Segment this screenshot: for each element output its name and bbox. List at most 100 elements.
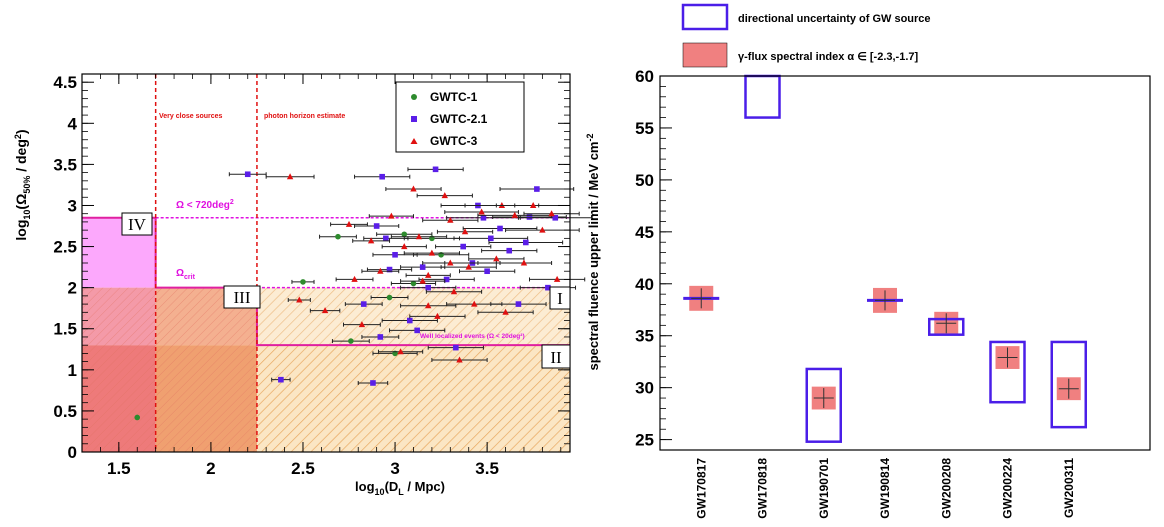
y-tick-label: 2.5: [53, 238, 77, 257]
category-label-gw170817: GW170817: [694, 458, 708, 519]
vline-label-photon-horizon: photon horizon estimate: [264, 113, 345, 120]
region-label-iii: III: [223, 285, 261, 309]
point-gwtc3-3: [330, 220, 368, 227]
y-tick-label: 3.5: [53, 155, 77, 174]
point-gwtc3-24: [444, 208, 519, 215]
event-points: [134, 166, 593, 421]
point-gwtc3-33: [528, 275, 586, 282]
svg-text:IV: IV: [128, 215, 147, 234]
y-tick-label: 4: [68, 114, 78, 133]
point-gwtc3-2: [309, 307, 341, 314]
point-gwtc3-0: [265, 173, 315, 180]
point-gwtc1-1: [291, 279, 315, 285]
right-y-tick-label: 40: [635, 275, 654, 294]
x-tick-label: 1.5: [107, 459, 131, 478]
point-gwtc21-13: [407, 166, 464, 173]
point-gwtc21-27: [499, 186, 575, 192]
event-gw200311: [1050, 340, 1087, 429]
point-gwtc3-7: [361, 267, 400, 274]
point-gwtc3-25: [468, 255, 525, 262]
region-label-i: I: [549, 286, 571, 310]
event-gw170817: [683, 285, 720, 311]
point-gwtc3-23: [446, 300, 503, 307]
sky-localization-chart: 1.5 2 2.5 3 3.5 0 0.5 1 1.5 2 2.5 3 3.5 4 4.5 log10(DL…: [13, 73, 593, 497]
point-gwtc3-22: [440, 263, 497, 270]
y-tick-label: 0.5: [53, 402, 77, 421]
event-gw200224: [989, 340, 1026, 404]
svg-text:III: III: [234, 288, 251, 307]
legend: GWTC-1 GWTC-2.1 GWTC-3: [395, 81, 525, 153]
region-label-iv: IV: [121, 212, 153, 236]
vline-label-close-sources: Very close sources: [159, 113, 223, 120]
x-tick-label: 2.5: [291, 459, 315, 478]
point-gwtc1-2: [319, 233, 357, 240]
point-gwtc21-25: [488, 239, 564, 246]
x-axis-title: log10(DL / Mpc): [355, 479, 445, 497]
point-gwtc1-3: [331, 338, 370, 344]
category-label-gw200224: GW200224: [1001, 458, 1015, 519]
right-y-tick-label: 60: [635, 67, 654, 86]
point-gwtc3-13: [400, 277, 446, 284]
y-tick-label: 3: [68, 196, 77, 215]
direction-box-gw190701: [805, 367, 842, 443]
right-y-tick-label: 45: [635, 223, 654, 242]
point-gwtc3-34: [405, 271, 451, 278]
point-gwtc21-12: [400, 284, 457, 291]
right-y-tick-label: 25: [635, 431, 654, 450]
svg-text:II: II: [550, 348, 562, 367]
y-tick-label: 0: [68, 443, 77, 462]
y-tick-label: 1.5: [53, 320, 77, 339]
point-gwtc3-6: [352, 237, 391, 244]
svg-text:I: I: [557, 289, 563, 308]
point-gwtc21-1: [271, 376, 291, 383]
point-gwtc3-18: [422, 216, 479, 223]
hline-label-omega-crit: Ωcrit: [176, 268, 196, 281]
point-gwtc3-29: [495, 259, 553, 266]
point-gwtc3-10: [381, 243, 427, 250]
legend-label-index: γ-flux spectral index α ∈ [-2.3,-1.7]: [738, 51, 919, 63]
right-y-tick-label: 55: [635, 119, 654, 138]
hline-label-720deg: Ω < 720deg2: [176, 199, 234, 211]
legend-label-direction: directional uncertainty of GW source: [738, 13, 931, 25]
fluence-limit-chart: directional uncertainty of GW source γ-f…: [585, 3, 1151, 519]
point-gwtc21-9: [381, 317, 438, 324]
point-gwtc21-3: [361, 334, 400, 340]
point-gwtc3-5: [342, 321, 381, 328]
y-tick-label: 4.5: [53, 73, 77, 92]
point-gwtc21-6: [366, 266, 413, 273]
x-tick-label: 2: [206, 459, 215, 478]
legend-marker-gwtc3: [410, 138, 418, 144]
event-gw190814: [867, 287, 903, 313]
point-gwtc21-29: [517, 215, 593, 221]
right-y-tick-label: 35: [635, 327, 654, 346]
point-gwtc1-0: [134, 414, 141, 421]
category-label-gw200311: GW200311: [1062, 458, 1076, 518]
point-gwtc3-1: [287, 296, 311, 303]
point-gwtc3-16: [409, 312, 466, 319]
region-ii-area: [256, 345, 570, 452]
point-gwtc3-11: [385, 185, 442, 192]
point-gwtc3-12: [390, 233, 448, 240]
point-gwtc21-20: [459, 268, 516, 275]
legend-marker-gwtc1: [411, 94, 417, 100]
point-gwtc21-2: [357, 380, 389, 386]
region-label-ii: II: [541, 344, 571, 369]
right-legend: directional uncertainty of GW source γ-f…: [681, 3, 931, 68]
point-gwtc3-19: [425, 288, 483, 295]
point-gwtc21-23: [481, 247, 538, 254]
right-plot-area: GW170817 GW170818 GW190701 GW190814 GW200208…: [659, 74, 1151, 519]
category-label-gw190814: GW190814: [878, 458, 892, 519]
point-gwtc3-17: [416, 192, 473, 199]
legend-label-gwtc3: GWTC-3: [430, 134, 478, 148]
point-gwtc3-21: [436, 228, 494, 235]
legend-box: [395, 81, 525, 153]
event-gw190701: [805, 367, 842, 443]
x-tick-label: 3: [390, 459, 399, 478]
legend-label-gwtc21: GWTC-2.1: [430, 112, 488, 126]
point-gwtc21-16: [435, 243, 492, 250]
point-gwtc21-7: [344, 301, 383, 307]
point-gwtc1-4: [370, 294, 409, 301]
point-gwtc3-9: [377, 348, 424, 355]
direction-box-gw200224: [989, 340, 1026, 404]
